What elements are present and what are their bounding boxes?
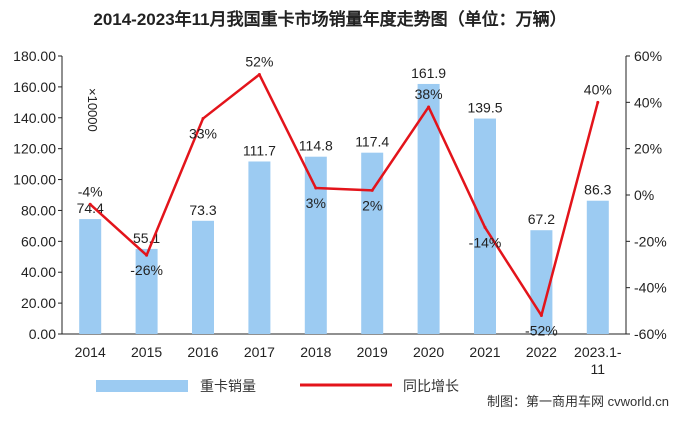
line-value-label: -26% <box>130 262 163 278</box>
left-tick-label: 140.00 <box>13 110 56 126</box>
line-point <box>314 186 318 190</box>
x-tick-label: 2019 <box>357 344 388 360</box>
left-tick-label: 40.00 <box>21 264 56 280</box>
growth-line <box>89 73 600 317</box>
line-point <box>88 202 92 206</box>
bar-value-label: 73.3 <box>189 202 216 218</box>
right-tick-label: 0% <box>634 187 654 203</box>
left-axis: 0.00 20.00 40.00 60.00 80.00 100.00 120.00 140.… <box>13 48 63 342</box>
right-axis: -60% -40% -20% 0% 20% 40% 60% <box>625 48 667 342</box>
chart-title: 2014-2023年11月我国重卡市场销量年度走势图（单位：万辆） <box>93 9 566 29</box>
line-point <box>257 73 261 77</box>
x-axis: 2014 2015 2016 2017 2018 2019 2020 2021 2022 2023… <box>62 333 626 377</box>
line-point <box>370 188 374 192</box>
left-tick-label: 60.00 <box>21 233 56 249</box>
left-tick-label: 120.00 <box>13 141 56 157</box>
x-tick-label: 2023.1-11 <box>574 344 622 377</box>
bar <box>417 83 440 335</box>
chart-credit: 制图：第一商用车网 cvworld.cn <box>487 394 669 409</box>
bar <box>361 152 384 334</box>
line-value-label: 40% <box>584 81 612 97</box>
left-tick-label: 160.00 <box>13 79 56 95</box>
line-point <box>483 225 487 229</box>
right-tick-label: 20% <box>634 141 662 157</box>
bar-value-label: 86.3 <box>584 182 611 198</box>
x-tick-label: 2022 <box>526 344 557 360</box>
x-tick-label: 2018 <box>300 344 331 360</box>
left-tick-label: 180.00 <box>13 48 56 64</box>
line-value-label: -4% <box>78 183 103 199</box>
line-value-label: 3% <box>306 195 326 211</box>
left-tick-label: 100.00 <box>13 172 56 188</box>
left-tick-label: 80.00 <box>21 202 56 218</box>
bar <box>586 200 609 334</box>
bar <box>304 156 327 334</box>
bar <box>79 219 102 334</box>
line-value-label: 52% <box>245 54 273 70</box>
line-point <box>201 117 205 121</box>
line-point <box>596 100 600 104</box>
line-point <box>427 105 431 109</box>
legend: 重卡销量 同比增长 <box>96 378 459 394</box>
legend-bar-label: 重卡销量 <box>200 378 256 394</box>
line-point <box>145 253 149 257</box>
bar <box>248 161 271 334</box>
bar-value-label: 139.5 <box>467 100 502 116</box>
x-tick-label: 2020 <box>413 344 444 360</box>
line-value-label: 33% <box>189 126 217 142</box>
bar-value-label: 161.9 <box>411 65 446 81</box>
line-value-label: -14% <box>469 234 502 250</box>
x-tick-label: 2021 <box>469 344 500 360</box>
unit-label: ×10000 <box>85 88 100 132</box>
x-tick-label: 2017 <box>244 344 275 360</box>
bar-value-label: 111.7 <box>243 142 276 158</box>
left-tick-label: 0.00 <box>29 326 56 342</box>
right-tick-label: -40% <box>634 280 667 296</box>
x-tick-label: 2016 <box>187 344 218 360</box>
bar-value-label: 114.8 <box>299 138 333 154</box>
left-tick-label: 20.00 <box>21 295 56 311</box>
line-value-label: -52% <box>525 322 558 338</box>
bar-value-label: 67.2 <box>528 211 555 227</box>
legend-line-label: 同比增长 <box>403 378 459 394</box>
line-value-label: 2% <box>362 197 382 213</box>
right-tick-label: 40% <box>634 94 662 110</box>
right-tick-label: 60% <box>634 48 662 64</box>
bar-value-label: 55.1 <box>133 230 160 246</box>
x-tick-label: 2015 <box>131 344 162 360</box>
line-value-label: 38% <box>415 86 443 102</box>
right-tick-label: -60% <box>634 326 667 342</box>
bar <box>135 248 158 334</box>
line-point <box>539 313 543 317</box>
right-tick-label: -20% <box>634 233 667 249</box>
line-series: -4% -26% 33% 52% 3% 2% 38% -14% -52% 40% <box>78 54 612 339</box>
legend-bar-swatch <box>96 380 188 392</box>
bar <box>192 220 214 334</box>
x-tick-label: 2014 <box>75 344 106 360</box>
bar-value-label: 117.4 <box>355 134 389 150</box>
